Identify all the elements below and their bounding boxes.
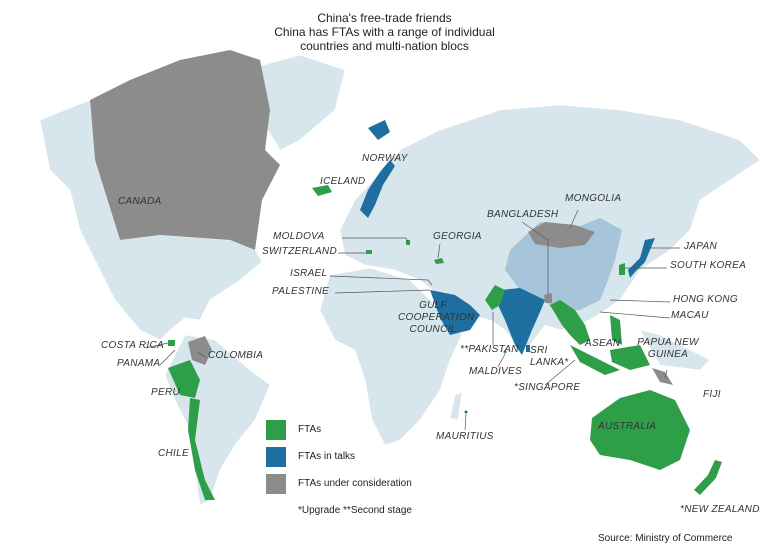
south-korea-territory bbox=[619, 263, 625, 275]
moldova-territory bbox=[406, 240, 410, 245]
leader-line bbox=[437, 243, 441, 259]
pakistan-territory bbox=[485, 285, 505, 310]
source-credit: Source: Ministry of Commerce bbox=[598, 533, 733, 544]
leader-line bbox=[197, 351, 207, 359]
leader-line bbox=[664, 369, 668, 379]
leader-line bbox=[329, 275, 433, 286]
label-panama: PANAMA bbox=[117, 358, 161, 369]
map-title: China's free-trade friends China has FTA… bbox=[0, 11, 769, 53]
legend-label: FTAs bbox=[298, 424, 322, 435]
label-norway: NORWAY bbox=[362, 153, 408, 164]
mauritius-marker bbox=[464, 410, 468, 414]
label-line: LANKA* bbox=[530, 357, 569, 368]
label-israel: ISRAEL bbox=[290, 268, 328, 279]
leader-line bbox=[569, 209, 579, 229]
legend-swatch-in-talks bbox=[266, 447, 286, 467]
label-hong-kong: HONG KONG bbox=[673, 294, 738, 305]
madagascar-land bbox=[449, 391, 463, 421]
label-moldova: MOLDOVA bbox=[273, 231, 325, 242]
label-south-korea: SOUTH KOREA bbox=[670, 260, 747, 271]
india-territory bbox=[498, 288, 545, 355]
bangladesh-territory bbox=[544, 293, 552, 303]
new-zealand-territory bbox=[694, 460, 722, 495]
label-gcc: GULF COOPERATION COUNCIL bbox=[398, 300, 475, 336]
label-colombia: COLOMBIA bbox=[208, 350, 264, 361]
leader-line bbox=[159, 349, 176, 366]
legend-swatch-fta bbox=[266, 420, 286, 440]
label-line: GULF bbox=[419, 300, 447, 311]
label-fiji: FIJI bbox=[703, 389, 721, 400]
label-line: PAPUA NEW bbox=[637, 337, 699, 348]
australia-territory bbox=[590, 390, 690, 470]
chile-territory bbox=[188, 398, 215, 500]
indonesia-territory bbox=[610, 345, 650, 370]
svalbard-territory bbox=[368, 120, 390, 140]
label-asean: ASEAN bbox=[585, 338, 621, 349]
leader-line bbox=[599, 311, 671, 319]
label-iceland: ICELAND bbox=[320, 176, 366, 187]
label-papua-new-guinea: PAPUA NEW GUINEA bbox=[630, 337, 706, 361]
leader-line bbox=[497, 353, 506, 368]
maldives-marker bbox=[503, 350, 507, 354]
subtitle-line: China has FTAs with a range of individua… bbox=[274, 25, 495, 39]
label-mongolia: MONGOLIA bbox=[565, 193, 622, 204]
label-chile: CHILE bbox=[158, 448, 189, 459]
label-australia: AUSTRALIA bbox=[598, 421, 657, 432]
label-mauritius: MAURITIUS bbox=[436, 431, 494, 442]
legend-label: FTAs in talks bbox=[298, 451, 356, 462]
asean-islands bbox=[570, 345, 620, 375]
leader-line bbox=[544, 359, 576, 386]
africa-land bbox=[319, 267, 463, 446]
label-macau: MACAU bbox=[671, 310, 709, 321]
png-territory bbox=[652, 368, 673, 385]
label-canada: CANADA bbox=[118, 196, 162, 207]
philippines-territory bbox=[610, 315, 622, 345]
legend-swatch-under-consideration bbox=[266, 474, 286, 494]
gcc-territory bbox=[430, 290, 480, 335]
peru-territory bbox=[168, 360, 200, 398]
label-peru: PERU bbox=[151, 387, 180, 398]
mongolia-territory bbox=[528, 222, 595, 248]
subtitle-line: countries and multi-nation blocs bbox=[300, 39, 469, 53]
leader-line bbox=[144, 342, 169, 349]
label-line: GUINEA bbox=[647, 349, 689, 360]
title-line: China's free-trade friends bbox=[317, 11, 452, 25]
label-line: SRI bbox=[530, 345, 548, 356]
label-line: COUNCIL bbox=[409, 324, 457, 335]
costa-rica-territory bbox=[168, 340, 175, 346]
label-palestine: PALESTINE bbox=[272, 286, 329, 297]
label-sri-lanka: SRI LANKA* bbox=[530, 345, 569, 369]
georgia-territory bbox=[434, 258, 444, 264]
label-costa-rica: COSTA RICA bbox=[101, 340, 165, 351]
maritime-asia-land bbox=[639, 329, 711, 371]
label-new-zealand: *NEW ZEALAND bbox=[680, 504, 760, 515]
canada-territory bbox=[90, 50, 280, 250]
label-switzerland: SWITZERLAND bbox=[262, 246, 337, 257]
label-georgia: GEORGIA bbox=[433, 231, 482, 242]
asean-territory bbox=[550, 300, 590, 345]
label-line: COOPERATION bbox=[398, 312, 475, 323]
iceland-territory bbox=[312, 185, 332, 196]
legend-note: *Upgrade **Second stage bbox=[298, 505, 412, 516]
label-japan: JAPAN bbox=[684, 241, 717, 252]
label-singapore: *SINGAPORE bbox=[514, 382, 581, 393]
label-bangladesh: BANGLADESH bbox=[487, 209, 559, 220]
leader-line bbox=[521, 221, 549, 295]
label-pakistan: **PAKISTAN bbox=[460, 344, 519, 355]
leader-line bbox=[342, 237, 409, 243]
label-maldives: MALDIVES bbox=[469, 366, 522, 377]
norway-territory bbox=[360, 160, 395, 218]
leader-line bbox=[464, 413, 467, 431]
legend-label: FTAs under consideration bbox=[298, 478, 412, 489]
sri-lanka-territory bbox=[526, 345, 530, 352]
leader-line bbox=[334, 289, 431, 294]
switzerland-territory bbox=[366, 250, 372, 254]
leader-line bbox=[609, 299, 671, 303]
